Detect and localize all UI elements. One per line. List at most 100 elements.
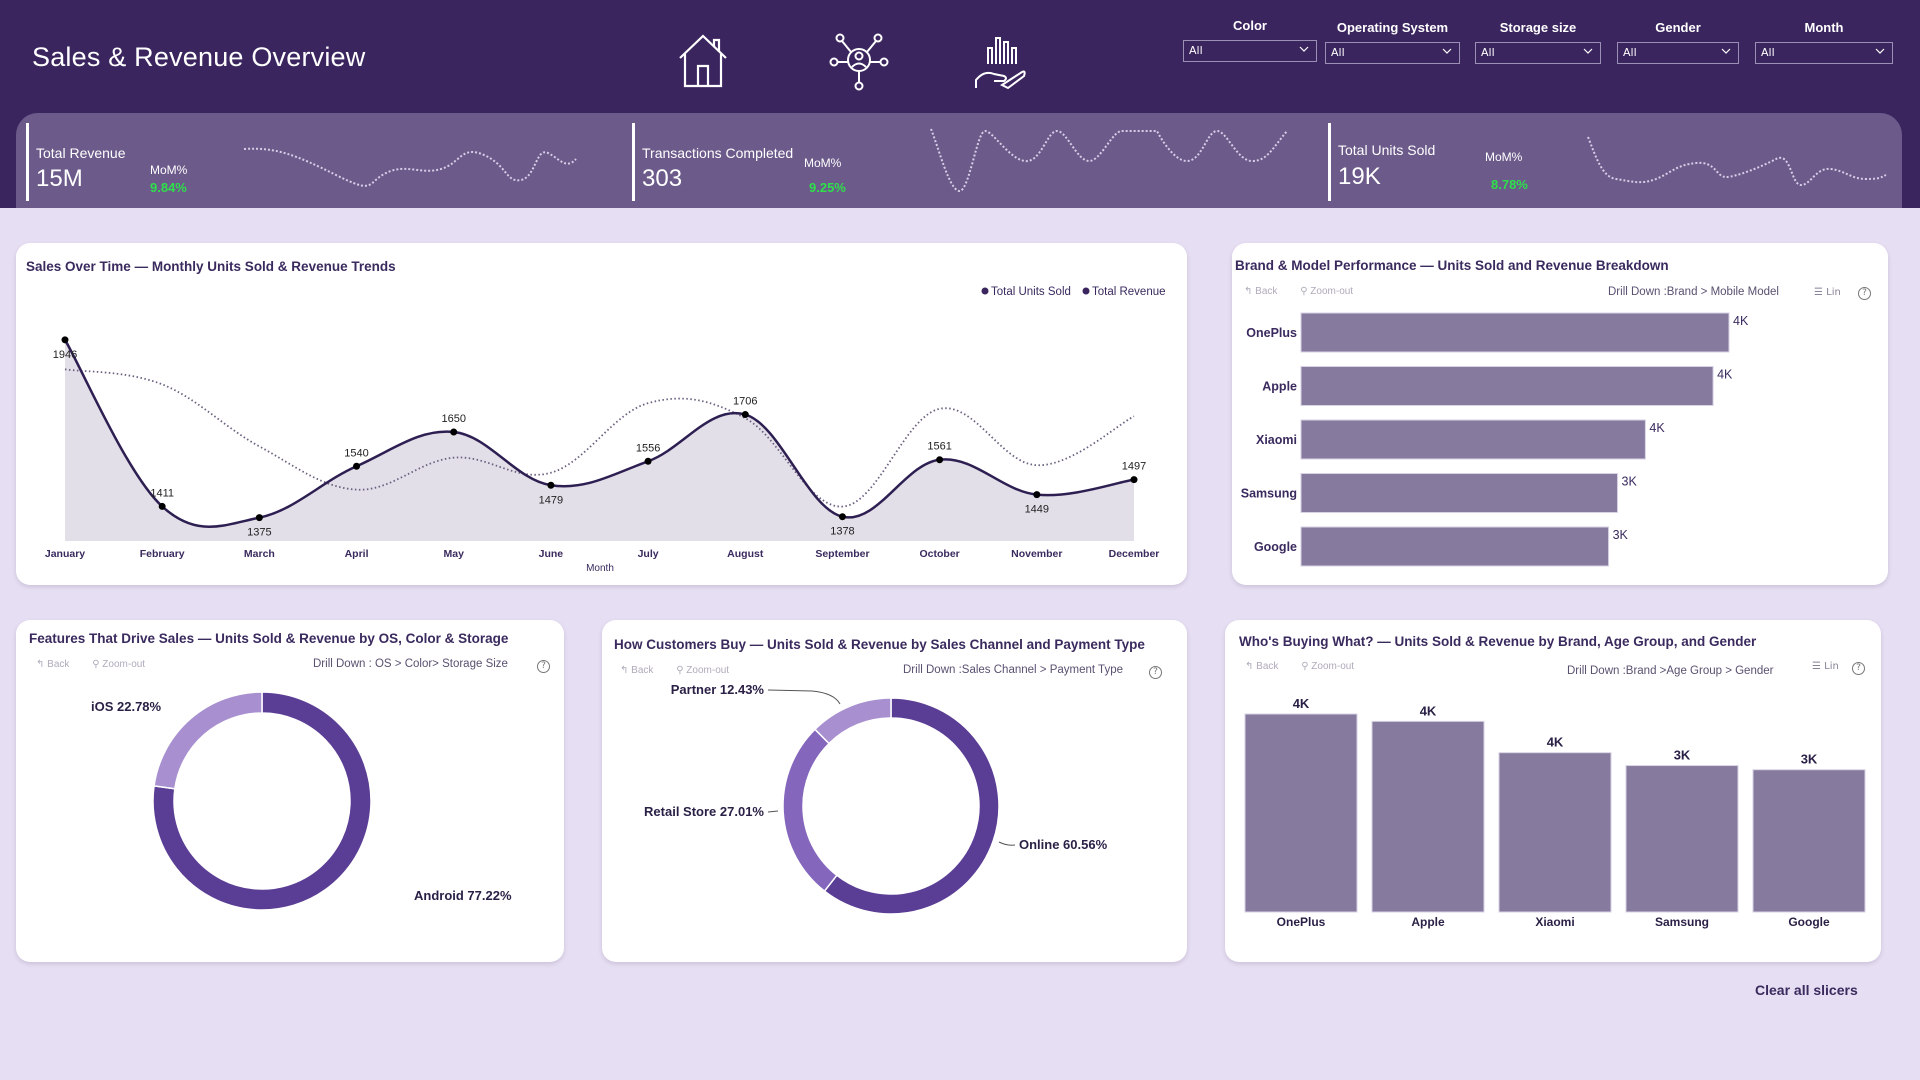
- column[interactable]: [1625, 765, 1739, 913]
- brand-model-card: Brand & Model Performance — Units Sold a…: [1232, 243, 1888, 585]
- slicer-value: All: [1331, 46, 1345, 59]
- back-label: Back: [1255, 286, 1278, 297]
- units-point[interactable]: [741, 411, 749, 419]
- units-sparkline: [1587, 136, 1887, 187]
- units-point[interactable]: [1033, 491, 1041, 499]
- leader-line: [767, 689, 841, 705]
- units-point[interactable]: [61, 336, 69, 344]
- legend-revenue[interactable]: Total Revenue: [1092, 286, 1166, 298]
- legend-dot-units: [981, 287, 989, 295]
- donut-slice[interactable]: [813, 697, 892, 745]
- donut-slice[interactable]: [782, 728, 838, 893]
- category-label: OnePlus: [1277, 915, 1326, 929]
- back-button[interactable]: ↰ Back: [620, 665, 654, 676]
- chart-legend: Total Units Sold Total Revenue: [981, 286, 1166, 298]
- month-dropdown[interactable]: All: [1755, 42, 1893, 64]
- column[interactable]: [1244, 713, 1358, 913]
- storage-size-dropdown[interactable]: All: [1475, 42, 1601, 64]
- slicer-value: All: [1623, 46, 1637, 59]
- help-icon[interactable]: ?: [1149, 666, 1162, 679]
- hand-chart-icon[interactable]: [970, 30, 1032, 92]
- units-point[interactable]: [936, 456, 944, 464]
- kpi-divider: [26, 123, 29, 201]
- chevron-down-icon: [1583, 48, 1593, 54]
- x-tick-label: June: [539, 548, 564, 560]
- bar[interactable]: [1300, 419, 1646, 460]
- slicer-value: All: [1761, 46, 1775, 59]
- x-tick-label: September: [815, 548, 869, 560]
- donut-slice[interactable]: [153, 691, 263, 790]
- lin-label: Lin: [1826, 287, 1841, 298]
- data-label: 1946: [53, 349, 77, 361]
- zoom-out-button[interactable]: ⚲ Zoom-out: [676, 665, 730, 676]
- units-point[interactable]: [450, 428, 458, 436]
- zoom-out-button[interactable]: ⚲ Zoom-out: [1301, 661, 1355, 672]
- bar[interactable]: [1300, 366, 1714, 406]
- kpi-label: Transactions Completed: [642, 145, 794, 161]
- legend-dot-revenue: [1082, 287, 1090, 295]
- help-icon[interactable]: ?: [537, 660, 550, 673]
- chevron-down-icon: [1875, 48, 1885, 54]
- donut-slice[interactable]: [823, 697, 1000, 915]
- drill-down-path: Drill Down : OS > Color> Storage Size: [313, 658, 508, 670]
- back-label: Back: [631, 665, 654, 676]
- help-icon[interactable]: ?: [1852, 662, 1865, 675]
- visual-toolbar: ↰ Back ⚲ Zoom-out: [1244, 286, 1373, 297]
- category-label: OnePlus: [1246, 326, 1297, 340]
- back-button[interactable]: ↰ Back: [1244, 286, 1278, 297]
- operating-system-dropdown[interactable]: All: [1325, 42, 1460, 64]
- donut-slice[interactable]: [152, 691, 372, 911]
- home-icon[interactable]: [672, 30, 734, 92]
- column[interactable]: [1498, 752, 1612, 913]
- leader-line: [998, 841, 1016, 846]
- units-point[interactable]: [158, 502, 166, 510]
- units-point[interactable]: [838, 513, 846, 521]
- visual-toolbar: ↰ Back ⚲ Zoom-out: [36, 659, 165, 670]
- help-icon[interactable]: ?: [1858, 287, 1871, 300]
- units-point[interactable]: [1130, 476, 1138, 484]
- category-label: Xiaomi: [1256, 433, 1297, 447]
- category-label: Apple: [1411, 915, 1445, 929]
- bar[interactable]: [1300, 473, 1619, 513]
- units-point[interactable]: [353, 462, 361, 470]
- units-point[interactable]: [547, 481, 555, 489]
- card-title: How Customers Buy — Units Sold & Revenue…: [614, 637, 1145, 652]
- gender-dropdown[interactable]: All: [1617, 42, 1739, 64]
- network-hub-icon[interactable]: [828, 30, 890, 92]
- zoom-out-button[interactable]: ⚲ Zoom-out: [1300, 286, 1354, 297]
- x-tick-label: December: [1109, 548, 1160, 560]
- chevron-down-icon: [1442, 48, 1452, 54]
- column[interactable]: [1752, 769, 1866, 913]
- units-point[interactable]: [644, 457, 652, 465]
- kpi-label: Total Revenue: [36, 145, 126, 161]
- data-label: 4K: [1649, 421, 1665, 435]
- slicer-gender: Gender All: [1617, 20, 1739, 64]
- column[interactable]: [1371, 720, 1485, 913]
- revenue-sparkline: [243, 147, 577, 187]
- legend-units[interactable]: Total Units Sold: [991, 286, 1071, 298]
- lin-toggle[interactable]: ☰ Lin: [1812, 661, 1839, 672]
- bar[interactable]: [1300, 312, 1730, 353]
- units-point[interactable]: [255, 514, 263, 522]
- slicer-month: Month All: [1755, 20, 1893, 64]
- zoom-out-label: Zoom-out: [1311, 661, 1355, 672]
- brand-column-chart: 4K OnePlus 4K Apple 4K Xiaomi 3K Samsung 3K Googl…: [1244, 696, 1866, 929]
- mom-label: MoM%: [804, 156, 842, 170]
- lin-toggle[interactable]: ☰ Lin: [1814, 287, 1841, 298]
- data-label: 1540: [344, 447, 368, 459]
- kpi-band: Total Revenue 15M MoM% 9.84% Transaction…: [16, 113, 1902, 208]
- category-label: Samsung: [1655, 915, 1709, 929]
- data-label: 1650: [441, 413, 465, 425]
- data-label: 4K: [1420, 703, 1437, 718]
- back-button[interactable]: ↰ Back: [36, 659, 70, 670]
- bar[interactable]: [1300, 526, 1610, 567]
- leader-line: [767, 810, 779, 813]
- clear-all-slicers-button[interactable]: Clear all slicers: [1755, 982, 1858, 998]
- back-button[interactable]: ↰ Back: [1245, 661, 1279, 672]
- zoom-out-button[interactable]: ⚲ Zoom-out: [92, 659, 146, 670]
- x-tick-label: January: [45, 548, 85, 560]
- color-dropdown[interactable]: All: [1183, 40, 1317, 62]
- mom-value: 9.84%: [150, 180, 187, 195]
- slice-label: Partner 12.43%: [671, 682, 765, 697]
- mom-label: MoM%: [1485, 150, 1523, 164]
